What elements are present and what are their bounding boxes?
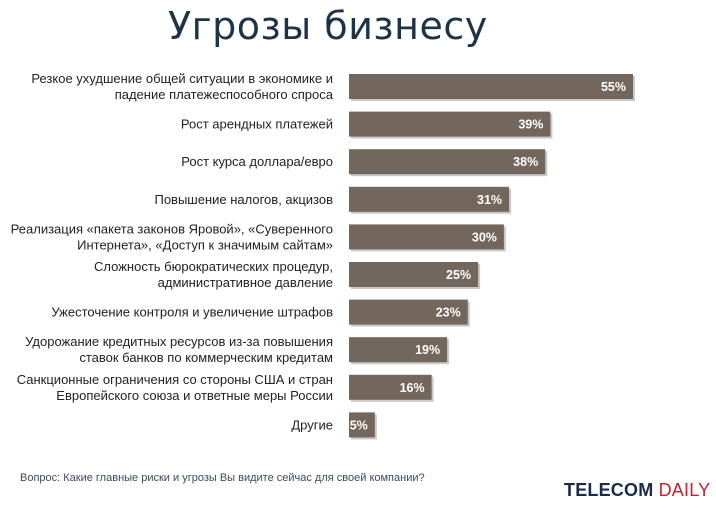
value-label: 19% [415, 343, 440, 357]
category-label-line: ставок банков по коммерческим кредитам [79, 350, 333, 365]
category-label: Другие [291, 417, 333, 432]
bar-2 [349, 111, 551, 137]
category-label: Реализация «пакета законов Яровой», «Сув… [11, 221, 333, 252]
category-label: Рост арендных платежей [181, 117, 333, 132]
value-label: 39% [518, 118, 543, 132]
category-label-line: Повышение налогов, акцизов [154, 192, 333, 207]
category-label-line: Санкционные ограничения со стороны США и… [17, 372, 333, 387]
bar-10 [349, 412, 375, 438]
category-label: Рост курса доллара/евро [181, 154, 333, 169]
category-label-line: Интернета», «Доступ к значимым сайтам» [77, 237, 333, 252]
bar-5 [349, 224, 504, 250]
category-label-line: Европейского союза и ответные меры Росси… [56, 388, 333, 403]
logo-telecom-text: TELECOM [564, 480, 659, 500]
survey-question: Вопрос: Какие главные риски и угрозы Вы … [20, 472, 425, 484]
category-label-line: Рост арендных платежей [181, 117, 333, 132]
category-label: Удорожание кредитных ресурсов из-за повы… [25, 334, 333, 365]
bar-1 [349, 74, 633, 99]
category-label: Ужесточение контроля и увеличение штрафо… [51, 305, 333, 320]
value-label: 31% [477, 193, 502, 207]
category-label-line: административное давление [158, 275, 333, 290]
bar-3 [349, 149, 546, 175]
category-label: Резкое ухудшение общей ситуации в эконом… [31, 71, 333, 102]
category-label-line: Реализация «пакета законов Яровой», «Сув… [11, 221, 333, 236]
category-label-line: падение платежеспособного спроса [115, 87, 334, 102]
value-label: 5% [350, 418, 368, 432]
category-label-line: Другие [291, 417, 333, 432]
category-label: Сложность бюрократических процедур, админ… [94, 259, 333, 290]
value-label: 16% [400, 381, 425, 395]
logo-daily-text: DAILY [658, 480, 711, 500]
telecom-daily-logo: TELECOM DAILY [564, 480, 710, 501]
category-label-line: Удорожание кредитных ресурсов из-за повы… [25, 334, 333, 349]
value-label: 25% [446, 268, 471, 282]
category-label-line: Рост курса доллара/евро [181, 154, 333, 169]
bar-7 [349, 299, 468, 325]
value-label: 38% [513, 155, 538, 169]
value-label: 55% [601, 80, 626, 94]
category-label-line: Сложность бюрократических процедур, [94, 259, 333, 274]
bar-4 [349, 186, 510, 212]
bar-6 [349, 262, 479, 287]
bar-chart: 55% Резкое ухудшение общей ситуации в эко… [11, 71, 635, 440]
bar-9 [349, 374, 432, 400]
category-label: Повышение налогов, акцизов [154, 192, 333, 207]
chart-title: Угрозы бизнесу [168, 4, 488, 48]
bar-8 [349, 337, 448, 363]
category-label-line: Резкое ухудшение общей ситуации в эконом… [31, 71, 333, 86]
value-label: 30% [472, 230, 497, 244]
category-label-line: Ужесточение контроля и увеличение штрафо… [51, 305, 333, 320]
value-label: 23% [436, 306, 461, 320]
category-label: Санкционные ограничения со стороны США и… [17, 372, 333, 403]
